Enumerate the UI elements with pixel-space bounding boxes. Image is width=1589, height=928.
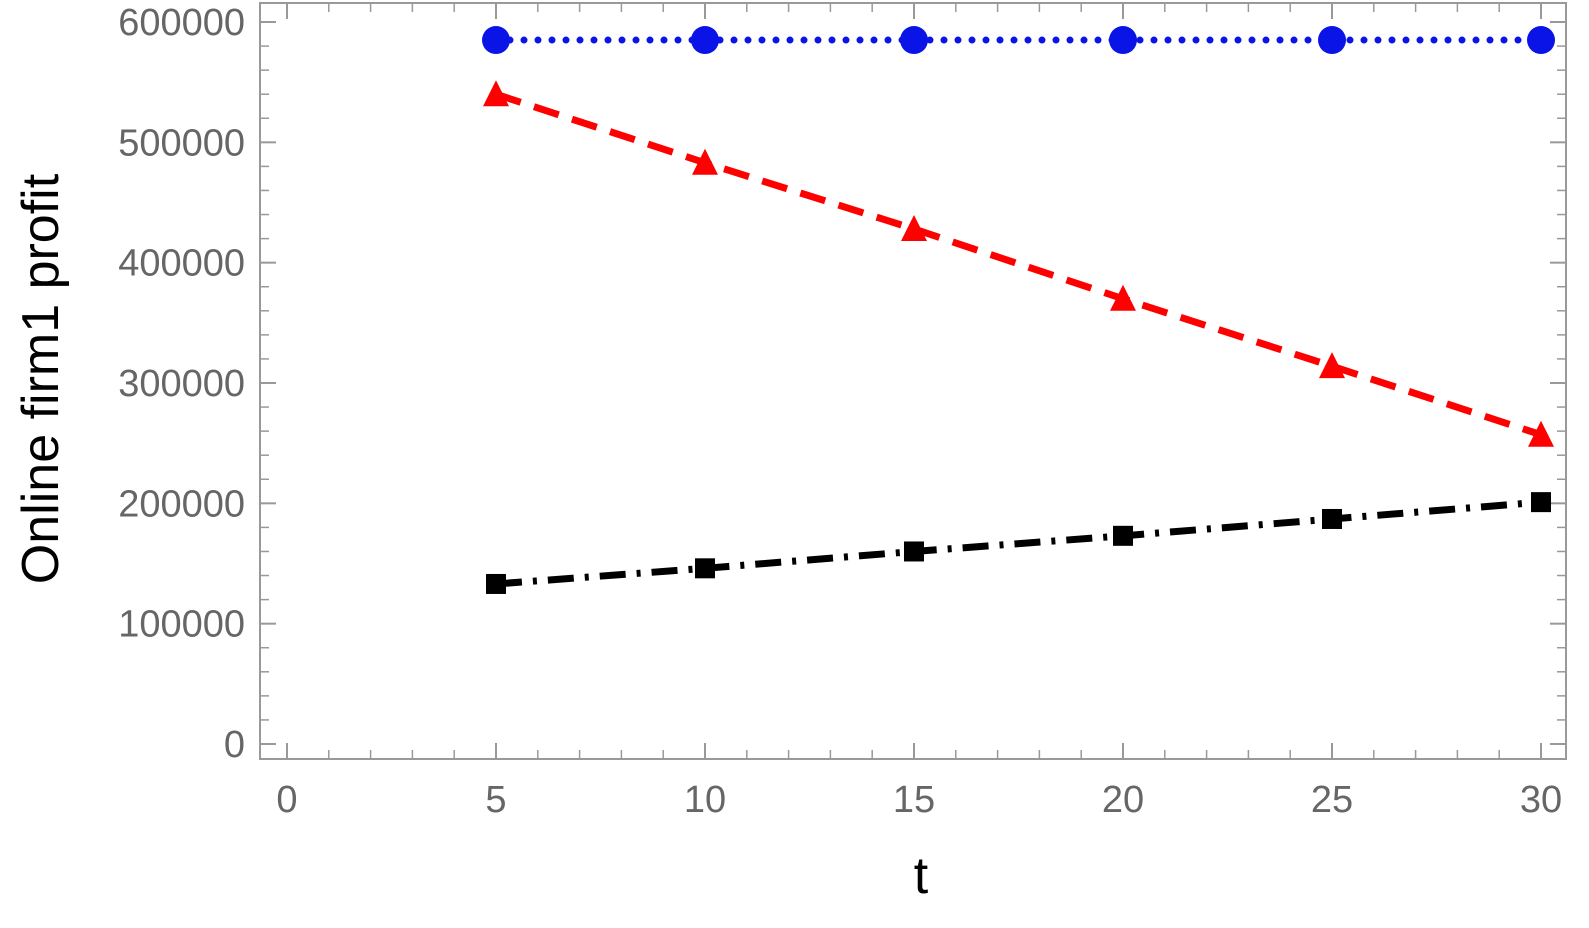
y-tick-labels: 0 100000 200000 300000 400000 500000 600000 bbox=[118, 2, 245, 766]
y-tick-label: 100000 bbox=[118, 604, 245, 646]
series-1-circle-marker bbox=[1318, 26, 1346, 55]
series-2-line bbox=[494, 90, 1543, 439]
series-1-circle-marker bbox=[691, 26, 719, 55]
plot-frame bbox=[259, 2, 1567, 760]
x-axis-title: t bbox=[914, 847, 929, 905]
x-tick-label: 20 bbox=[1102, 779, 1144, 821]
series-3-square-marker bbox=[1531, 492, 1551, 513]
x-tick-labels: 0 5 10 15 20 25 30 bbox=[276, 779, 1562, 821]
series-3-square-marker bbox=[695, 558, 715, 579]
major-ticks bbox=[260, 3, 1566, 759]
series-3-square-marker bbox=[1322, 508, 1342, 529]
x-tick-label: 25 bbox=[1311, 779, 1353, 821]
y-tick-label: 600000 bbox=[118, 2, 245, 44]
x-tick-label: 10 bbox=[684, 779, 726, 821]
x-tick-label: 0 bbox=[276, 779, 297, 821]
y-tick-label: 300000 bbox=[118, 363, 245, 405]
series-1-circle-marker bbox=[1527, 26, 1555, 55]
series-2-triangle-marker bbox=[483, 80, 509, 107]
series-1-circle-marker bbox=[900, 26, 928, 55]
series-lines bbox=[492, 36, 1545, 588]
x-tick-label: 30 bbox=[1520, 779, 1562, 821]
series-2-triangle-marker bbox=[1110, 284, 1136, 311]
y-tick-label: 200000 bbox=[118, 483, 245, 525]
series-3-square-marker bbox=[486, 573, 506, 594]
series-2-triangle-marker bbox=[692, 148, 718, 175]
x-tick-label: 15 bbox=[893, 779, 935, 821]
x-tick-label: 5 bbox=[485, 779, 506, 821]
series-1-circle-marker bbox=[1109, 26, 1137, 55]
series-1-circle-marker bbox=[482, 26, 510, 55]
y-tick-label: 0 bbox=[224, 724, 245, 766]
series-2-triangle-marker bbox=[901, 214, 927, 241]
minor-ticks bbox=[260, 3, 1566, 759]
series-3-square-marker bbox=[904, 541, 924, 562]
y-tick-label: 500000 bbox=[118, 122, 245, 164]
series-markers bbox=[482, 26, 1555, 594]
series-3-line bbox=[495, 498, 1542, 588]
series-2-triangle-marker bbox=[1319, 352, 1345, 379]
y-axis-title: Online firm1 profit bbox=[12, 173, 70, 584]
y-tick-label: 400000 bbox=[118, 243, 245, 285]
series-3-square-marker bbox=[1113, 525, 1133, 546]
series-2-triangle-marker bbox=[1528, 420, 1554, 447]
